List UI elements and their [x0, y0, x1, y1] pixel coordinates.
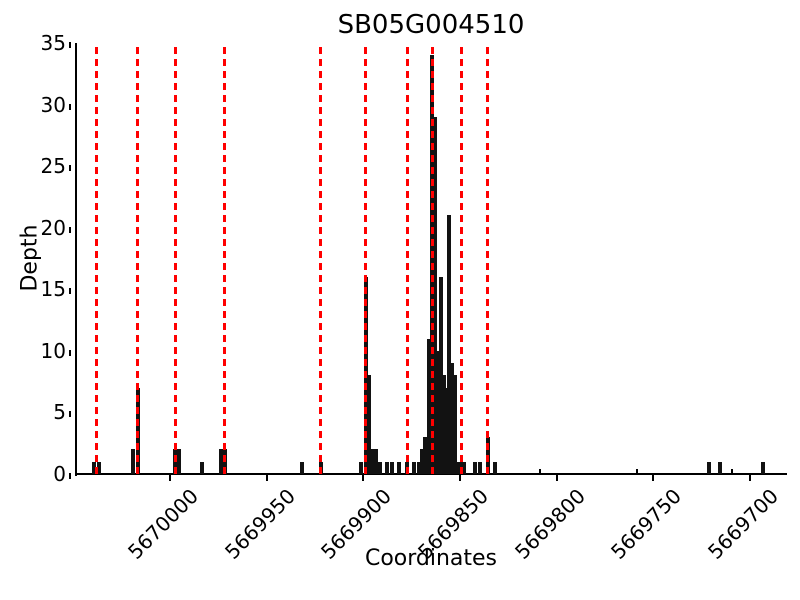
- x-tick: [265, 475, 268, 481]
- depth-bar: [450, 363, 455, 474]
- red-dashed-boundary-line: [223, 47, 227, 474]
- depth-bar: [461, 461, 466, 474]
- depth-bar: [131, 449, 136, 474]
- red-dashed-boundary-line: [94, 47, 98, 474]
- depth-bar: [377, 461, 382, 474]
- red-dashed-boundary-line: [485, 47, 489, 474]
- red-dashed-boundary-line: [136, 47, 140, 474]
- x-tick: [749, 475, 752, 481]
- depth-bar: [92, 461, 97, 474]
- depth-bar: [435, 350, 440, 474]
- x-tick: [652, 475, 655, 481]
- y-axis-line: [75, 43, 77, 476]
- y-tick: [69, 473, 71, 479]
- y-tick-label: 15: [40, 277, 66, 302]
- depth-bar: [423, 437, 428, 474]
- depth-bar: [373, 449, 378, 474]
- depth-bar: [300, 461, 305, 474]
- y-tick-label: 10: [40, 338, 66, 363]
- tiny-depth-mark: [730, 469, 733, 474]
- depth-bar: [199, 461, 204, 474]
- depth-bar: [472, 461, 477, 474]
- depth-bar: [447, 215, 452, 474]
- red-dashed-boundary-line: [363, 47, 367, 474]
- depth-bar: [370, 449, 375, 474]
- y-tick-label: 5: [53, 400, 66, 425]
- y-tick-label: 35: [40, 31, 66, 55]
- y-tick: [69, 288, 71, 295]
- y-tick: [69, 349, 71, 356]
- x-axis-line: [75, 473, 787, 475]
- x-tick: [168, 475, 171, 481]
- depth-bar: [219, 449, 224, 474]
- y-tick-label: 25: [40, 154, 66, 179]
- y-tick-label: 30: [40, 92, 66, 117]
- y-tick-label: 20: [40, 215, 66, 240]
- red-dashed-boundary-line: [460, 47, 464, 474]
- y-tick: [69, 226, 71, 233]
- depth-bar: [438, 276, 443, 474]
- depth-bar: [367, 375, 372, 474]
- depth-bar: [456, 461, 461, 474]
- x-axis-label: Coordinates: [364, 546, 498, 571]
- tiny-depth-mark: [539, 469, 542, 474]
- y-tick: [69, 411, 71, 418]
- depth-bar: [441, 375, 446, 474]
- y-tick-label: 0: [53, 462, 66, 486]
- depth-bar: [718, 461, 723, 474]
- y-tick: [69, 103, 71, 110]
- red-dashed-boundary-line: [174, 47, 178, 474]
- depth-bar: [492, 461, 497, 474]
- depth-bar: [432, 116, 437, 474]
- x-tick: [555, 475, 558, 481]
- depth-bar: [760, 461, 765, 474]
- y-tick: [69, 42, 71, 48]
- depth-bar: [420, 449, 425, 474]
- red-dashed-boundary-line: [431, 47, 435, 474]
- depth-bar: [706, 461, 711, 474]
- depth-bar: [411, 461, 416, 474]
- depth-bar: [427, 338, 432, 474]
- x-tick: [459, 475, 462, 481]
- red-dashed-boundary-line: [319, 47, 323, 474]
- chart-title: SB05G004510: [337, 10, 525, 40]
- red-dashed-boundary-line: [406, 47, 410, 474]
- depth-bar: [97, 461, 102, 474]
- depth-bar: [444, 387, 449, 474]
- depth-bar: [397, 461, 402, 474]
- depth-bar: [417, 461, 422, 474]
- depth-bar: [390, 461, 395, 474]
- depth-bar: [478, 461, 483, 474]
- depth-bar: [385, 461, 390, 474]
- x-tick: [362, 475, 365, 481]
- tiny-depth-mark: [636, 469, 639, 474]
- depth-bar: [359, 461, 364, 474]
- depth-bar: [453, 375, 458, 474]
- y-tick: [69, 165, 71, 172]
- depth-bar: [176, 449, 181, 474]
